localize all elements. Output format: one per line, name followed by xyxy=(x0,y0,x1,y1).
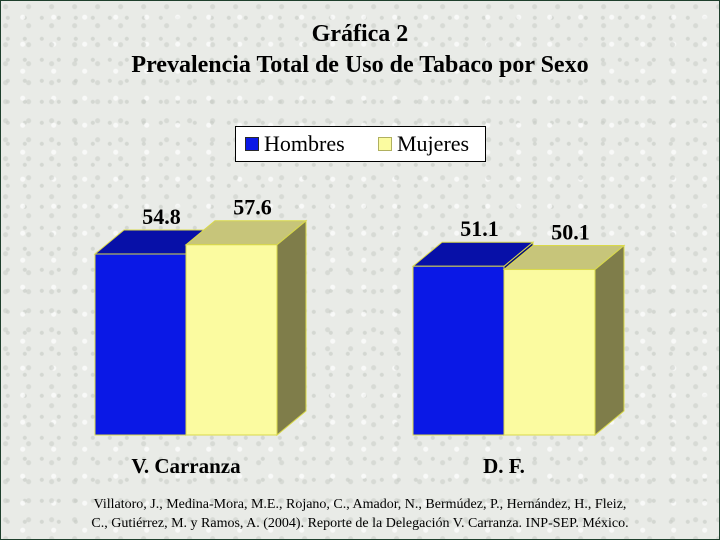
bar-chart: 54.8 57.6 V. Carranza 51.1 50.1 D. F. xyxy=(93,195,626,478)
bar-hombres-v-carranza xyxy=(94,253,187,436)
legend-label-hombres: Hombres xyxy=(264,131,345,156)
category-label-v-carranza: V. Carranza xyxy=(131,454,241,478)
chart-title: Gráfica 2 Prevalencia Total de Uso de Ta… xyxy=(1,19,719,81)
bar-mujeres-df xyxy=(503,269,596,436)
data-label-mujeres-df: 50.1 xyxy=(551,220,590,245)
legend-swatch-mujeres xyxy=(378,137,392,151)
data-label-hombres-v-carranza: 54.8 xyxy=(142,204,181,229)
legend-item-hombres: Hombres xyxy=(245,127,345,161)
source-line-1: Villatoro, J., Medina-Mora, M.E., Rojano… xyxy=(93,497,627,512)
data-label-hombres-df: 51.1 xyxy=(460,216,499,241)
source-citation: Villatoro, J., Medina-Mora, M.E., Rojano… xyxy=(1,495,719,533)
legend: Hombres Mujeres xyxy=(235,126,486,162)
source-line-2: C., Gutiérrez, M. y Ramos, A. (2004). Re… xyxy=(91,516,629,531)
bar-side-mujeres-df xyxy=(594,244,625,437)
bar-hombres-df xyxy=(412,265,505,436)
category-label-df: D. F. xyxy=(483,454,525,478)
bar-side-mujeres-v-carranza xyxy=(276,219,307,437)
data-label-mujeres-v-carranza: 57.6 xyxy=(233,195,272,220)
chart-title-line-1: Gráfica 2 xyxy=(311,21,409,47)
legend-swatch-hombres xyxy=(245,137,259,151)
legend-item-mujeres: Mujeres xyxy=(378,127,469,161)
legend-label-mujeres: Mujeres xyxy=(397,131,470,156)
chart-title-line-2: Prevalencia Total de Uso de Tabaco por S… xyxy=(131,52,589,78)
bar-mujeres-v-carranza xyxy=(185,244,278,436)
